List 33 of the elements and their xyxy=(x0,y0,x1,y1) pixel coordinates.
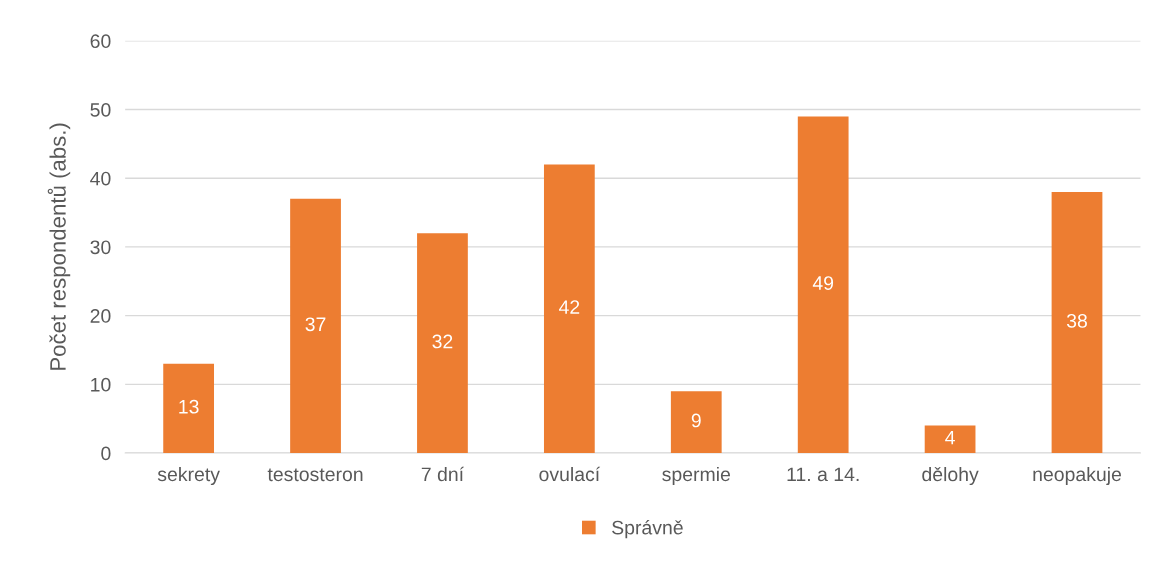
y-tick-label: 40 xyxy=(90,171,111,186)
data-label: 37 xyxy=(305,317,326,332)
y-tick-label: 50 xyxy=(90,102,111,117)
y-tick-label: 20 xyxy=(90,309,111,323)
x-tick-label: sekrety xyxy=(157,466,220,486)
y-tick-label: 30 xyxy=(90,240,111,255)
bar xyxy=(797,116,849,454)
data-label: 4 xyxy=(945,430,955,445)
x-tick-label: neopakuje xyxy=(1033,466,1122,486)
bar xyxy=(290,198,341,454)
data-label: 42 xyxy=(558,300,580,314)
x-tick-label: ovulací xyxy=(539,466,601,482)
data-label: 13 xyxy=(179,399,199,414)
bar xyxy=(417,233,468,454)
bar xyxy=(543,164,595,454)
bar xyxy=(670,391,722,454)
data-label: 32 xyxy=(432,334,453,349)
data-label: 38 xyxy=(1066,313,1087,328)
y-axis-title: Počet respondentů (abs.) xyxy=(47,123,71,370)
y-tick-label: 10 xyxy=(91,377,111,392)
bar xyxy=(924,425,976,454)
x-tick-label: 11. a 14. xyxy=(787,467,859,482)
bar xyxy=(1051,191,1103,454)
bar xyxy=(163,363,215,454)
legend-label: Správně xyxy=(612,520,683,539)
y-tick-label: 0 xyxy=(101,446,111,461)
data-label: 9 xyxy=(691,413,701,428)
x-tick-label: 7 dní xyxy=(421,466,464,482)
data-label: 49 xyxy=(812,276,834,290)
x-tick-label: testosteron xyxy=(267,468,363,482)
y-tick-label: 60 xyxy=(90,34,111,49)
x-tick-label: spermie xyxy=(662,466,730,486)
x-tick-label: dělohy xyxy=(922,466,979,486)
